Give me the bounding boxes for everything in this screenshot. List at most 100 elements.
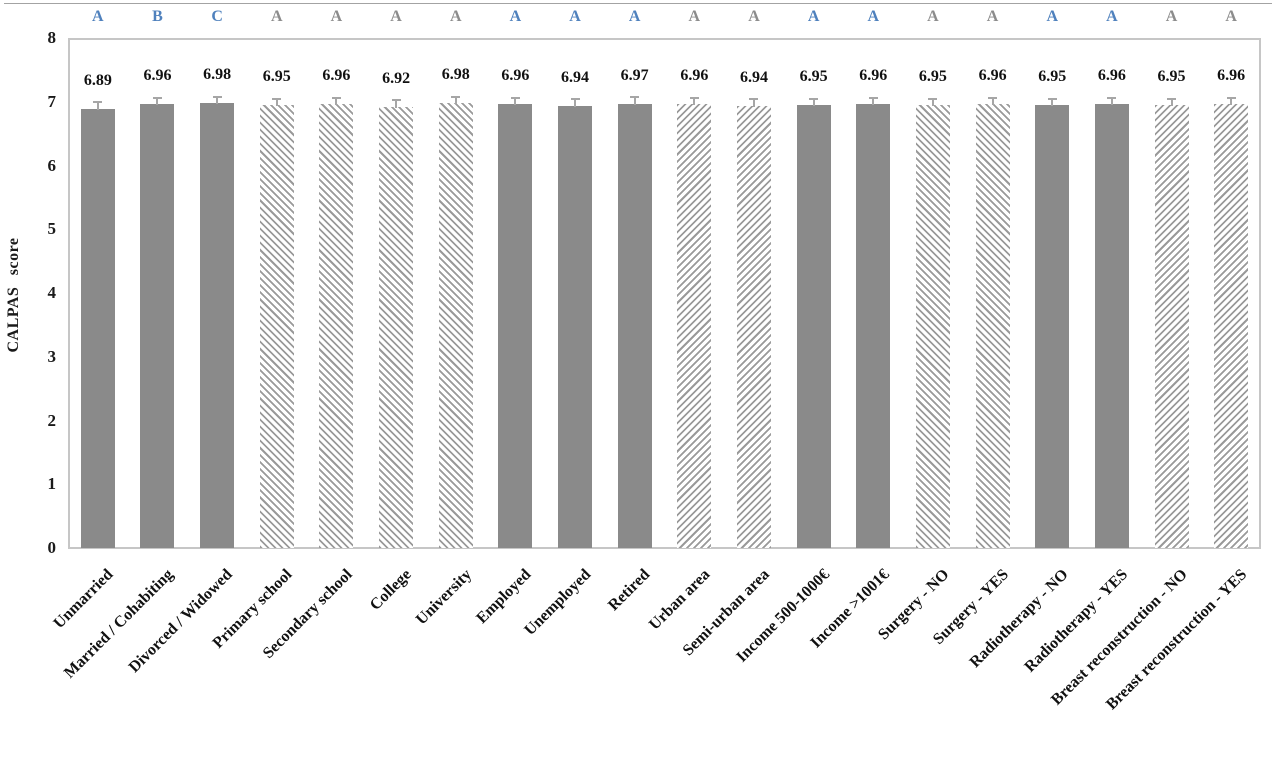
- error-bar: [752, 99, 755, 107]
- bar: [498, 104, 533, 548]
- error-bar: [275, 98, 278, 106]
- bar-value-label: 6.96: [859, 67, 888, 85]
- significance-letter: A: [569, 8, 581, 25]
- error-bar: [693, 97, 696, 106]
- significance-letter: A: [92, 8, 104, 25]
- y-tick-label: 8: [47, 28, 57, 47]
- error-bar-cap: [331, 96, 341, 99]
- bar: [677, 104, 712, 548]
- error-bar-cap: [749, 98, 759, 101]
- significance-letter: A: [270, 8, 283, 25]
- error-bar-cap: [868, 96, 878, 99]
- error-bar: [216, 96, 219, 105]
- bar-value-label: 6.98: [441, 66, 470, 84]
- y-tick-label: 1: [47, 474, 57, 494]
- y-tick-label: 0: [47, 538, 57, 557]
- x-axis-label: Employed: [473, 566, 535, 628]
- bar: [558, 105, 593, 548]
- error-bar-cap: [988, 96, 998, 99]
- bar-value-label: 6.96: [501, 67, 530, 85]
- significance-letter: A: [748, 8, 760, 25]
- error-bar: [1170, 98, 1173, 106]
- bar: [379, 106, 414, 548]
- y-tick-label: 6: [47, 155, 57, 175]
- error-bar-cap: [212, 95, 222, 98]
- bar: [1154, 104, 1189, 548]
- error-bar-cap: [809, 97, 819, 100]
- significance-letter: A: [1046, 8, 1058, 25]
- significance-letter: A: [1106, 8, 1118, 25]
- error-bar-cap: [152, 96, 162, 99]
- error-bar: [872, 97, 875, 106]
- error-bar-cap: [570, 98, 580, 101]
- significance-letter: A: [628, 8, 641, 25]
- top-divider-line: [4, 3, 1272, 4]
- significance-letter: A: [986, 8, 999, 25]
- significance-letter: A: [688, 8, 701, 25]
- error-bar-cap: [928, 97, 938, 100]
- error-bar-cap: [451, 95, 461, 98]
- error-bar: [514, 97, 517, 106]
- error-bar-cap: [1107, 96, 1117, 99]
- bar-value-label: 6.94: [739, 68, 768, 86]
- bar-value-label: 6.96: [322, 67, 351, 85]
- bar: [1094, 104, 1129, 548]
- bar: [796, 104, 831, 548]
- significance-letter: A: [1165, 8, 1178, 25]
- bar-value-label: 6.96: [680, 67, 709, 85]
- x-axis-label: Married / Cohabiting: [60, 566, 177, 682]
- y-tick-label: 3: [47, 346, 57, 366]
- x-axis-label: College: [367, 566, 416, 614]
- bar-value-label: 6.96: [143, 67, 172, 85]
- x-axis-label: Divorced / Widowed: [126, 566, 237, 677]
- x-axis-label: University: [412, 566, 475, 629]
- error-bar-cap: [391, 99, 401, 102]
- error-bar: [335, 97, 338, 106]
- plot-area: [68, 38, 1261, 549]
- error-bar: [812, 98, 815, 106]
- bar-value-label: 6.96: [1217, 67, 1246, 85]
- significance-letter: A: [867, 8, 880, 25]
- bar-value-label: 6.95: [918, 67, 947, 85]
- error-bar: [991, 97, 994, 106]
- bar-value-label: 6.97: [620, 66, 649, 84]
- significance-letter: A: [927, 8, 939, 25]
- y-tick-label: 4: [47, 283, 57, 302]
- x-axis-label: Radiotherapy - NO: [966, 566, 1072, 672]
- error-bar: [931, 98, 934, 106]
- error-bar-cap: [1167, 97, 1177, 100]
- x-axis-label: Retired: [605, 566, 654, 615]
- significance-letter: B: [152, 8, 163, 25]
- bar: [1035, 104, 1070, 548]
- bar-value-label: 6.92: [382, 69, 411, 87]
- error-bar: [1051, 98, 1054, 106]
- significance-letter: A: [449, 8, 462, 25]
- error-bar-cap: [1226, 96, 1236, 99]
- bar: [915, 104, 950, 548]
- bar: [617, 103, 652, 548]
- y-tick-label: 5: [47, 219, 57, 239]
- error-bar: [156, 97, 159, 106]
- y-tick-label: 2: [47, 410, 57, 430]
- significance-letter: A: [390, 8, 402, 25]
- significance-letter: A: [330, 8, 343, 25]
- error-bar-cap: [272, 97, 282, 100]
- bar-value-label: 6.89: [83, 71, 112, 89]
- bar-value-label: 6.95: [799, 67, 828, 85]
- bar: [856, 104, 891, 548]
- bar-value-label: 6.95: [262, 67, 291, 85]
- significance-letter: A: [509, 8, 522, 25]
- y-tick-label: 7: [47, 91, 57, 111]
- error-bar: [1230, 97, 1233, 106]
- bar-value-label: 6.96: [978, 67, 1007, 85]
- error-bar: [96, 102, 99, 110]
- bar: [80, 108, 115, 548]
- significance-letter: A: [1225, 8, 1237, 25]
- bar: [319, 104, 354, 548]
- bar: [736, 105, 771, 548]
- error-bar: [395, 100, 398, 108]
- bar-value-label: 6.94: [561, 68, 590, 86]
- error-bar-cap: [689, 96, 699, 99]
- error-bar: [454, 96, 457, 105]
